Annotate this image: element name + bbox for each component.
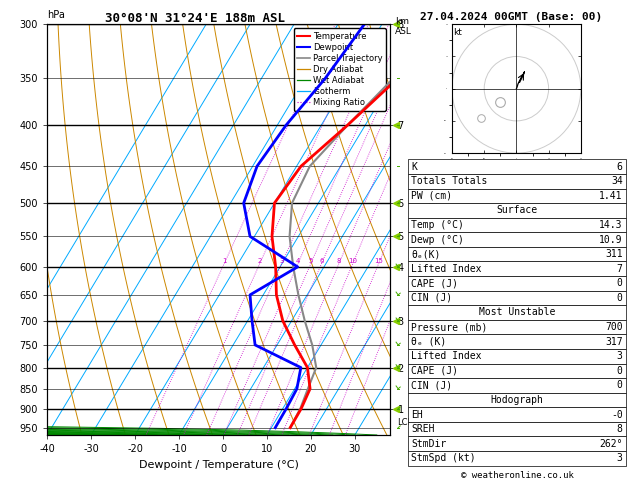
Text: 0: 0 [617, 278, 623, 288]
Text: 5: 5 [308, 258, 313, 264]
Text: Dewp (°C): Dewp (°C) [411, 235, 464, 244]
Text: CIN (J): CIN (J) [411, 293, 452, 303]
Text: hPa: hPa [47, 10, 65, 20]
Text: 3: 3 [617, 453, 623, 463]
Text: 317: 317 [605, 337, 623, 347]
Text: K: K [411, 162, 417, 172]
Text: 0: 0 [617, 293, 623, 303]
Text: PW (cm): PW (cm) [411, 191, 452, 201]
Text: Mixing Ratio (g/kg): Mixing Ratio (g/kg) [426, 184, 436, 276]
Text: SREH: SREH [411, 424, 435, 434]
Text: Temp (°C): Temp (°C) [411, 220, 464, 230]
Text: 10: 10 [348, 258, 357, 264]
Text: kt: kt [454, 28, 462, 36]
Text: Hodograph: Hodograph [491, 395, 543, 405]
Text: 8: 8 [617, 424, 623, 434]
Text: 1: 1 [222, 258, 226, 264]
Text: Pressure (mb): Pressure (mb) [411, 322, 487, 332]
Text: 7: 7 [617, 264, 623, 274]
Text: StmDir: StmDir [411, 439, 447, 449]
Text: 27.04.2024 00GMT (Base: 00): 27.04.2024 00GMT (Base: 00) [420, 12, 603, 22]
Text: 14.3: 14.3 [599, 220, 623, 230]
Text: EH: EH [411, 410, 423, 419]
Text: 15: 15 [374, 258, 383, 264]
Legend: Temperature, Dewpoint, Parcel Trajectory, Dry Adiabat, Wet Adiabat, Isotherm, Mi: Temperature, Dewpoint, Parcel Trajectory… [294, 29, 386, 111]
Text: StmSpd (kt): StmSpd (kt) [411, 453, 476, 463]
Text: 262°: 262° [599, 439, 623, 449]
Text: 0: 0 [617, 366, 623, 376]
Text: © weatheronline.co.uk: © weatheronline.co.uk [460, 470, 574, 480]
Text: 2: 2 [257, 258, 262, 264]
Text: CAPE (J): CAPE (J) [411, 278, 459, 288]
Text: km
ASL: km ASL [395, 17, 412, 36]
Text: 34: 34 [611, 176, 623, 186]
Text: 700: 700 [605, 322, 623, 332]
Text: -0: -0 [611, 410, 623, 419]
Text: Most Unstable: Most Unstable [479, 308, 555, 317]
Text: 20: 20 [393, 258, 402, 264]
Text: Totals Totals: Totals Totals [411, 176, 487, 186]
Text: LCL: LCL [397, 417, 412, 427]
Text: CIN (J): CIN (J) [411, 381, 452, 390]
Text: CAPE (J): CAPE (J) [411, 366, 459, 376]
Text: 1.41: 1.41 [599, 191, 623, 201]
Text: 10.9: 10.9 [599, 235, 623, 244]
Text: 30°08'N 31°24'E 188m ASL: 30°08'N 31°24'E 188m ASL [105, 12, 285, 25]
Text: 8: 8 [337, 258, 341, 264]
Text: θₑ(K): θₑ(K) [411, 249, 441, 259]
Text: 3: 3 [279, 258, 284, 264]
X-axis label: Dewpoint / Temperature (°C): Dewpoint / Temperature (°C) [138, 460, 299, 469]
Text: θₑ (K): θₑ (K) [411, 337, 447, 347]
Text: Lifted Index: Lifted Index [411, 264, 482, 274]
Text: 4: 4 [296, 258, 300, 264]
Text: 6: 6 [617, 162, 623, 172]
Text: 6: 6 [319, 258, 324, 264]
Text: Surface: Surface [496, 206, 538, 215]
Text: 311: 311 [605, 249, 623, 259]
Text: 3: 3 [617, 351, 623, 361]
Text: Lifted Index: Lifted Index [411, 351, 482, 361]
Text: 0: 0 [617, 381, 623, 390]
